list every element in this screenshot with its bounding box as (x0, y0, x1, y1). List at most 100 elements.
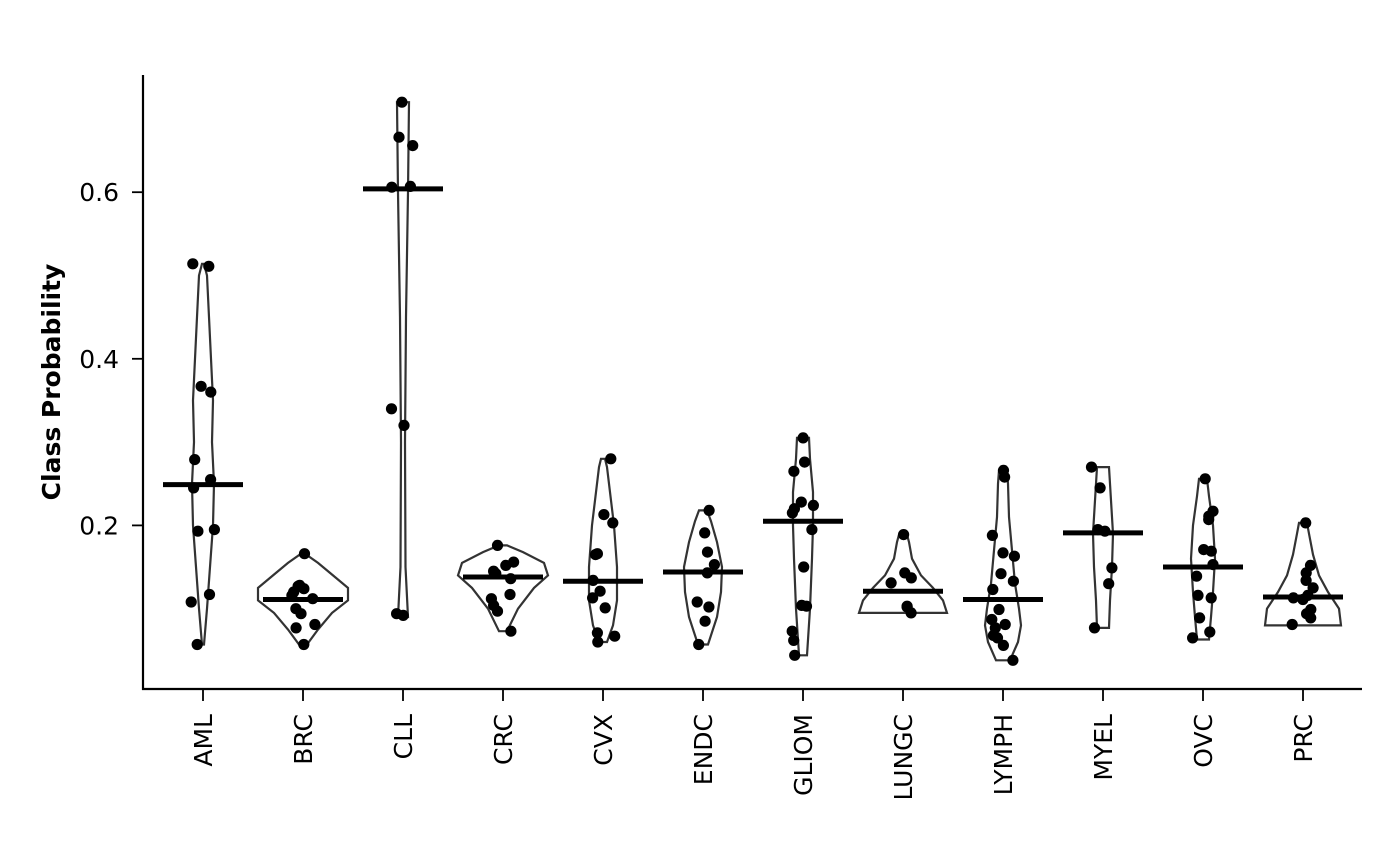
data-point-lungc (898, 529, 910, 541)
data-point-brc (290, 622, 302, 634)
data-point-cvx (594, 585, 606, 597)
data-point-gliom (789, 649, 801, 661)
data-point-lymph (993, 603, 1005, 616)
data-point-ovc (1192, 589, 1204, 602)
violins-layer (190, 101, 1343, 662)
data-point-gliom (806, 524, 818, 536)
data-point-gliom (807, 499, 820, 511)
data-point-lymph (997, 639, 1010, 652)
data-point-lymph (1008, 550, 1021, 562)
x-tick-label-lymph: LYMPH (989, 714, 1018, 795)
data-point-gliom (799, 456, 811, 468)
data-point-prc (1305, 612, 1317, 624)
data-point-endc (699, 615, 711, 627)
data-point-cvx (591, 627, 604, 639)
data-point-aml (205, 386, 217, 398)
x-tick-label-endc: ENDC (689, 714, 718, 785)
data-point-gliom (786, 625, 798, 637)
data-point-gliom (786, 507, 799, 519)
medians-layer (163, 186, 1343, 602)
data-point-lymph (1007, 575, 1020, 587)
data-point-aml (203, 588, 216, 601)
data-point-lymph (999, 618, 1011, 631)
data-point-myel (1103, 578, 1115, 590)
data-point-aml (195, 380, 207, 392)
data-point-cll (393, 131, 405, 143)
data-point-ovc (1205, 545, 1217, 557)
data-point-aml (191, 638, 203, 651)
data-point-cvx (607, 517, 619, 529)
data-point-brc (298, 548, 311, 560)
data-point-cvx (587, 592, 599, 604)
data-point-crc (500, 559, 512, 572)
data-point-cvx (592, 636, 604, 648)
data-point-ovc (1191, 570, 1203, 582)
data-point-aml (203, 260, 215, 272)
x-tick-label-brc: BRC (289, 714, 318, 765)
violin-aml (190, 262, 216, 646)
data-point-ovc (1187, 632, 1199, 644)
data-point-lungc (905, 572, 917, 584)
y-tick-label: 0.4 (79, 345, 119, 374)
data-point-gliom (788, 465, 800, 477)
x-tick-label-prc: PRC (1289, 714, 1318, 763)
violin-prc (1263, 521, 1343, 627)
data-point-myel (1094, 482, 1106, 494)
data-point-prc (1300, 517, 1312, 529)
data-point-cvx (609, 630, 621, 642)
data-point-endc (693, 638, 705, 651)
data-point-aml (208, 524, 220, 536)
violin-ovc (1189, 477, 1217, 641)
x-tick-label-cvx: CVX (589, 714, 618, 766)
x-tick-label-ovc: OVC (1189, 714, 1218, 768)
data-point-myel (1085, 461, 1098, 473)
data-point-myel (1088, 622, 1101, 634)
data-point-ovc (1204, 626, 1216, 638)
data-point-aml (185, 596, 197, 608)
data-point-gliom (800, 600, 813, 612)
data-point-ovc (1205, 592, 1217, 604)
data-point-aml (187, 258, 199, 270)
violin-crc (456, 544, 550, 633)
data-point-cll (398, 419, 410, 431)
data-point-aml (189, 454, 201, 466)
data-point-brc (295, 608, 307, 620)
data-point-gliom (798, 561, 810, 573)
violin-cvx (587, 457, 619, 644)
data-point-endc (703, 504, 715, 516)
data-point-cll (407, 140, 419, 152)
violin-gliom (791, 436, 815, 657)
data-point-endc (699, 527, 711, 539)
data-point-lymph (986, 529, 999, 542)
data-point-gliom (797, 432, 809, 444)
data-point-endc (703, 601, 715, 613)
data-point-lymph (986, 613, 998, 626)
data-point-lymph (987, 583, 999, 596)
data-point-cvx (589, 549, 602, 561)
data-point-aml (192, 525, 204, 537)
x-tick-label-myel: MYEL (1089, 714, 1118, 781)
y-axis-ticks: 0.2 0.4 0.6 (79, 178, 143, 540)
data-point-crc (491, 539, 504, 552)
data-point-cvx (605, 453, 617, 465)
x-axis-ticks: AML BRC CLL CRC CVX ENDC GLIOM LUNGC LYMPH MYEL OV… (189, 689, 1318, 801)
data-point-lymph (1007, 654, 1019, 666)
data-point-brc (298, 583, 310, 595)
violin-endc (682, 509, 724, 646)
data-point-cll (397, 609, 409, 622)
data-point-cll (396, 96, 408, 108)
y-axis-title: Class Probability (37, 264, 66, 501)
points-layer (185, 96, 1319, 666)
y-tick-label: 0.6 (79, 178, 119, 207)
data-point-cll (385, 403, 398, 415)
x-tick-label-crc: CRC (489, 714, 518, 765)
data-point-ovc (1203, 514, 1215, 526)
data-point-lungc (885, 577, 897, 589)
data-point-lymph (991, 632, 1004, 644)
data-point-endc (708, 559, 721, 571)
data-point-crc (504, 588, 516, 601)
data-point-lungc (905, 607, 917, 619)
data-point-lymph (997, 547, 1009, 559)
